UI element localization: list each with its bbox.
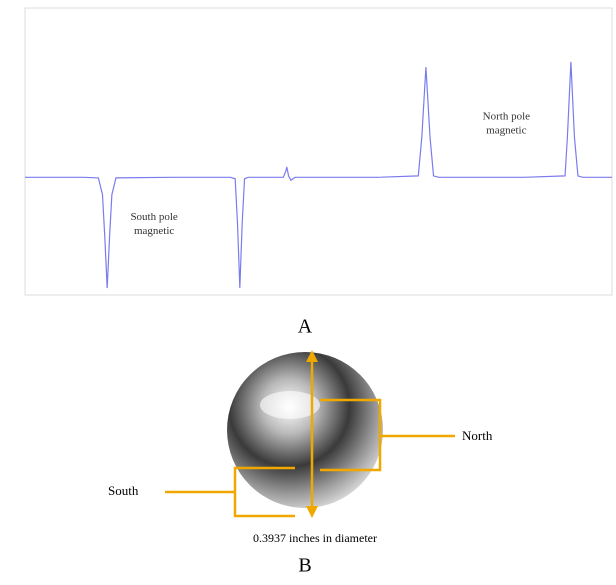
diameter-label: 0.3937 inches in diameter — [253, 531, 377, 545]
annotation: South pole — [130, 211, 177, 223]
plot-frame — [24, 7, 613, 296]
annotation: magnetic — [486, 125, 526, 137]
south-bracket — [165, 466, 295, 518]
north-bracket — [320, 398, 455, 472]
north-label: North — [462, 428, 493, 443]
data-line — [25, 61, 612, 289]
magnet-sphere — [227, 352, 383, 508]
panel-label: B — [298, 555, 311, 577]
annotation: magnetic — [134, 225, 174, 237]
annotation: North pole — [483, 111, 530, 123]
highlight — [260, 391, 320, 419]
panel-label: A — [298, 316, 313, 338]
south-label: South — [108, 483, 139, 498]
